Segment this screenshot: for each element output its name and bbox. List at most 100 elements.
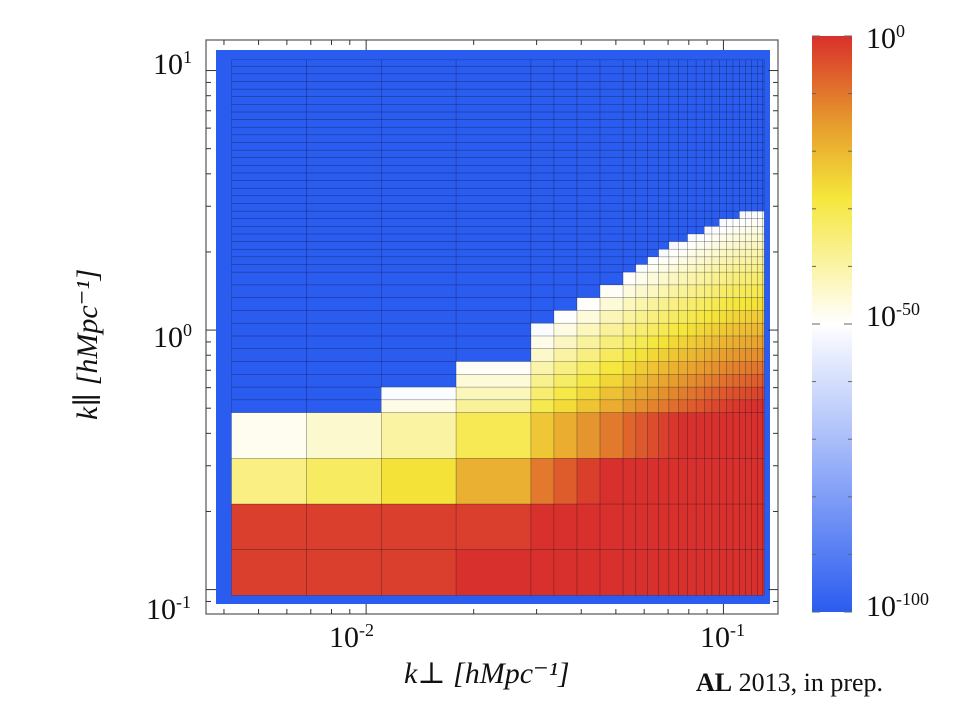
heatmap-cell-1041: [757, 335, 764, 349]
heatmap-cell-317: [599, 256, 624, 265]
heatmap-cell-716: [704, 165, 713, 174]
heatmap-cell-1039: [757, 361, 764, 375]
heatmap-cell-443: [647, 284, 659, 298]
heatmap-cell-264: [576, 374, 601, 388]
heatmap-cell-906: [739, 412, 746, 459]
heatmap-cell-1031: [751, 59, 758, 67]
heatmap-cell-523: [668, 361, 679, 375]
heatmap-cell-404: [635, 248, 648, 258]
heatmap-cell-870: [732, 322, 740, 337]
heatmap-cell-983: [745, 96, 752, 105]
heatmap-cell-521: [668, 386, 679, 401]
heatmap-cell-658: [695, 284, 705, 298]
heatmap-cell-927: [739, 195, 746, 204]
heatmap-cell-564: [678, 386, 688, 401]
heatmap-cell-520: [668, 399, 679, 413]
heatmap-cell-462: [647, 134, 659, 143]
heatmap-cell-600: [678, 65, 688, 75]
heatmap-cell-978: [745, 134, 752, 143]
heatmap-cell-1072: [757, 73, 764, 82]
heatmap-cell-1046: [757, 271, 764, 286]
heatmap-cell-1015: [751, 180, 758, 189]
heatmap-cell-901: [732, 65, 740, 75]
heatmap-cell-601: [678, 59, 688, 67]
heatmap-cell-834: [726, 248, 734, 258]
heatmap-cell-211: [530, 81, 555, 90]
heatmap-cell-271: [576, 284, 601, 298]
heatmap-cell-725: [704, 96, 713, 105]
heatmap-cell-645: [695, 549, 705, 596]
heatmap-cell-56: [306, 284, 382, 298]
heatmap-cell-910: [739, 361, 746, 375]
heatmap-cell-423: [635, 104, 648, 113]
heatmap-cell-770: [711, 81, 720, 90]
heatmap-cell-27: [231, 172, 307, 181]
heatmap-cell-808: [719, 119, 727, 128]
heatmap-cell-959: [745, 284, 752, 298]
y-tick-label-0.1: 10-1: [146, 592, 191, 626]
heatmap-cell-239: [553, 195, 578, 204]
heatmap-cell-214: [530, 59, 555, 67]
heatmap-cell-553: [668, 96, 679, 105]
heatmap-cell-175: [530, 412, 555, 459]
heatmap-cell-351: [622, 361, 637, 375]
heatmap-cell-144: [455, 264, 532, 273]
heatmap-cell-1010: [751, 218, 758, 227]
heatmap-cell-454: [647, 195, 659, 204]
heatmap-cell-617: [687, 264, 697, 273]
heatmap-cell-1066: [757, 119, 764, 128]
heatmap-cell-644: [687, 59, 697, 67]
heatmap-cell-205: [530, 126, 555, 136]
heatmap-cell-894: [732, 119, 740, 128]
heatmap-cell-686: [695, 65, 705, 75]
heatmap-cell-552: [668, 104, 679, 113]
heatmap-cell-776: [719, 458, 727, 505]
heatmap-cell-1076: [762, 503, 765, 550]
heatmap-cell-1001: [751, 297, 758, 311]
heatmap-cell-549: [668, 126, 679, 136]
heatmap-cell-318: [599, 248, 624, 258]
heatmap-cell-292: [576, 119, 601, 128]
heatmap-cell-948: [745, 458, 752, 505]
heatmap-cell-169: [455, 73, 532, 82]
heatmap-cell-749: [711, 241, 720, 250]
heatmap-cell-864: [732, 399, 740, 413]
heatmap-cell-494: [658, 218, 670, 227]
heatmap-cell-1071: [757, 81, 764, 90]
heatmap-cell-1003: [751, 271, 758, 286]
heatmap-cell-109: [381, 203, 457, 212]
heatmap-cell-43: [306, 549, 382, 596]
heatmap-cell-93: [381, 361, 457, 375]
heatmap-cell-417: [635, 149, 648, 158]
heatmap-cell-428: [635, 65, 648, 75]
heatmap-cell-505: [658, 134, 670, 143]
heatmap-cell-42: [231, 59, 307, 67]
heatmap-cell-1069: [757, 96, 764, 105]
heatmap-cell-640: [687, 88, 697, 97]
heatmap-cell-830: [726, 284, 734, 298]
heatmap-cell-337: [599, 104, 624, 113]
heatmap-cell-1109: [762, 119, 765, 128]
heatmap-cell-1102: [762, 172, 765, 181]
heatmap-cell-1006: [751, 248, 758, 258]
heatmap-cell-589: [678, 149, 688, 158]
heatmap-cell-327: [599, 180, 624, 189]
heatmap-cell-338: [599, 96, 624, 105]
heatmap-cell-40: [231, 73, 307, 82]
heatmap-cell-931: [739, 165, 746, 174]
heatmap-cell-96: [381, 322, 457, 337]
heatmap-cell-86: [381, 549, 457, 596]
heatmap-cell-606: [687, 399, 697, 413]
heatmap-cell-202: [530, 149, 555, 158]
heatmap-cell-88: [381, 458, 457, 505]
heatmap-cell-622: [687, 226, 697, 235]
heatmap-cell-139: [455, 322, 532, 337]
heatmap-cell-263: [576, 386, 601, 401]
heatmap-cell-1044: [757, 297, 764, 311]
heatmap-cell-754: [711, 203, 720, 212]
heatmap-cell-841: [726, 195, 734, 204]
heatmap-cell-380: [622, 104, 637, 113]
heatmap-cell-156: [455, 172, 532, 181]
heatmap-cell-487: [658, 271, 670, 286]
